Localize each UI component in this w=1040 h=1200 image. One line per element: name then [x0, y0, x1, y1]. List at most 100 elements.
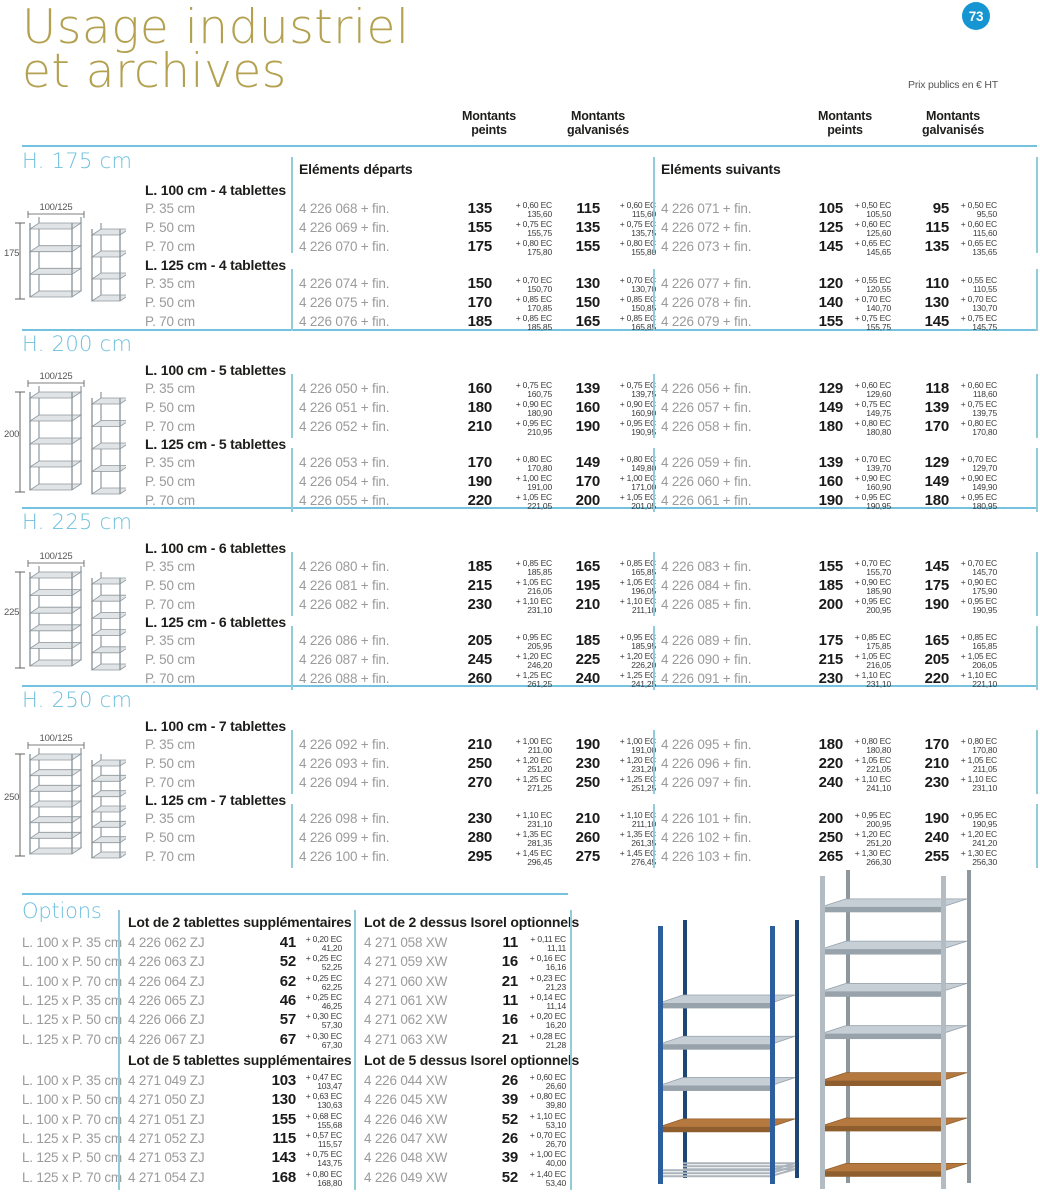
eco-surcharge: + 0,85 EC — [515, 313, 552, 323]
price-note: Prix publics en € HT — [908, 79, 998, 91]
table-row: P. 35 cm 4 226 098 + fin. 230 + 1,10 EC 231,… — [0, 810, 1040, 829]
table-row: P. 70 cm 4 226 070 + fin. 175 + 0,80 EC 175,… — [0, 238, 1040, 257]
eco-price-block: + 1,00 EC 191,00 — [500, 474, 552, 492]
price-with-eco: 129,70 — [972, 463, 997, 473]
eco-price-block: + 0,60 EC 118,60 — [957, 381, 997, 399]
price-value: 21 — [501, 1030, 518, 1048]
price-value: 145 — [924, 313, 950, 330]
price-value: 260 — [575, 829, 601, 846]
eco-surcharge: + 0,55 EC — [960, 275, 997, 285]
price-value: 275 — [575, 848, 601, 865]
price-with-eco: 115,60 — [972, 228, 997, 238]
table-row: P. 70 cm 4 226 055 + fin. 220 + 1,05 EC 221,… — [0, 492, 1040, 511]
product-ref: 4 226 048 XW — [364, 1150, 448, 1166]
column-divider-line — [1036, 448, 1038, 512]
eco-price-block: + 0,75 EC 155,75 — [500, 220, 552, 238]
price-with-eco: 261,35 — [631, 838, 656, 848]
eco-surcharge: + 1,05 EC — [960, 755, 997, 765]
eco-price-block: + 0,50 EC 105,50 — [851, 201, 891, 219]
options-row: L. 125 x P. 50 cm 4 226 066 ZJ 57 + 0,30 EC… — [0, 1011, 1040, 1030]
eco-surcharge: + 0,60 EC — [619, 200, 656, 210]
eco-surcharge: + 0,80 EC — [619, 238, 656, 248]
price-value: 139 — [924, 399, 950, 416]
price-value: 270 — [467, 774, 493, 791]
eco-surcharge: + 1,10 EC — [619, 810, 656, 820]
price-value: 145 — [818, 238, 844, 255]
size-label: P. 50 cm — [145, 578, 195, 593]
product-ref: 4 226 065 ZJ — [128, 992, 205, 1008]
product-ref-depart: 4 226 050 + fin. — [299, 381, 390, 396]
eco-price-block: + 1,10 EC 231,10 — [957, 775, 997, 793]
price-with-eco: 140,70 — [866, 303, 891, 313]
price-with-eco: 200,95 — [866, 819, 891, 829]
price-value: 149 — [924, 473, 950, 490]
eco-surcharge: + 0,95 EC — [619, 632, 656, 642]
eco-surcharge: + 0,95 EC — [854, 596, 891, 606]
price-with-eco: 53,40 — [545, 1177, 566, 1188]
price-value: 160 — [818, 473, 844, 490]
price-with-eco: 231,10 — [527, 819, 552, 829]
eco-surcharge: + 0,11 EC — [530, 934, 566, 944]
eco-price-block: + 0,23 EC 21,23 — [524, 973, 566, 992]
eco-surcharge: + 1,00 EC — [515, 473, 552, 483]
diagram-height-label: 175 — [4, 248, 19, 259]
eco-price-block: + 0,70 EC 140,70 — [851, 295, 891, 313]
size-label: P. 50 cm — [145, 400, 195, 415]
eco-price-block: + 1,20 EC 251,20 — [851, 830, 891, 848]
eco-surcharge: + 0,90 EC — [515, 399, 552, 409]
eco-price-block: + 0,90 EC 175,90 — [957, 578, 997, 596]
price-value: 165 — [924, 632, 950, 649]
eco-surcharge: + 0,25 EC — [305, 953, 342, 964]
product-ref: 4 271 060 XW — [364, 973, 448, 989]
price-value: 149 — [818, 399, 844, 416]
eco-surcharge: + 0,25 EC — [305, 972, 342, 983]
price-with-eco: 251,20 — [866, 838, 891, 848]
price-with-eco: 46,25 — [321, 1000, 342, 1011]
shelf-diagram: 100/125 250 — [4, 732, 131, 867]
eco-price-block: + 1,05 EC 196,05 — [608, 578, 656, 596]
column-divider-line — [653, 804, 655, 868]
price-with-eco: 171,00 — [631, 482, 656, 492]
eco-price-block: + 0,75 EC 139,75 — [608, 381, 656, 399]
eco-surcharge: + 0,95 EC — [515, 632, 552, 642]
eco-price-block: + 1,05 EC 206,05 — [957, 652, 997, 670]
price-value: 180 — [924, 492, 950, 509]
price-with-eco: 231,10 — [972, 783, 997, 793]
price-value: 155 — [467, 219, 493, 236]
eco-surcharge: + 0,95 EC — [960, 492, 997, 502]
price-with-eco: 190,95 — [972, 819, 997, 829]
eco-price-block: + 0,60 EC 135,60 — [500, 201, 552, 219]
product-ref-depart: 4 226 093 + fin. — [299, 756, 390, 771]
product-ref: 4 271 058 XW — [364, 935, 448, 950]
price-with-eco: 16,16 — [545, 962, 566, 973]
table-row: P. 50 cm 4 226 099 + fin. 280 + 1,35 EC 281,… — [0, 829, 1040, 848]
product-ref: 4 226 046 XW — [364, 1111, 448, 1127]
section-h-250: H. 250 cm L. 100 cm - 7 tablettes P. 35 cm… — [0, 686, 1040, 871]
price-with-eco: 160,75 — [527, 389, 552, 399]
eco-price-block: + 1,10 EC 241,10 — [851, 775, 891, 793]
price-value: 220 — [818, 755, 844, 772]
eco-price-block: + 0,95 EC 190,95 — [957, 811, 997, 829]
eco-price-block: + 0,95 EC 185,95 — [608, 633, 656, 651]
price-with-eco: 125,60 — [866, 228, 891, 238]
price-with-eco: 175,80 — [527, 247, 552, 257]
price-value: 155 — [818, 313, 844, 330]
price-with-eco: 149,75 — [866, 408, 891, 418]
price-with-eco: 221,05 — [866, 764, 891, 774]
product-ref-suivant: 4 226 083 + fin. — [661, 559, 752, 574]
eco-surcharge: + 0,47 EC — [305, 1072, 342, 1082]
eco-surcharge: + 0,90 EC — [960, 473, 997, 483]
price-with-eco: 170,80 — [972, 427, 997, 437]
eco-price-block: + 0,75 EC 149,75 — [851, 400, 891, 418]
column-divider-line — [653, 269, 655, 331]
eco-surcharge: + 1,40 EC — [529, 1168, 566, 1179]
eco-surcharge: + 1,25 EC — [515, 670, 552, 680]
options-table-header: Lot de 2 dessus Isorel optionnels — [364, 914, 580, 930]
table-headers: Eléments départs Eléments suivants — [0, 161, 1040, 179]
product-ref-suivant: 4 226 089 + fin. — [661, 633, 752, 648]
eco-surcharge: + 1,20 EC — [619, 755, 656, 765]
price-with-eco: 67,30 — [321, 1039, 342, 1050]
price-with-eco: 40,00 — [545, 1158, 566, 1169]
product-ref-suivant: 4 226 060 + fin. — [661, 474, 752, 489]
table-row: P. 35 cm 4 226 053 + fin. 170 + 0,80 EC 170,… — [0, 454, 1040, 473]
